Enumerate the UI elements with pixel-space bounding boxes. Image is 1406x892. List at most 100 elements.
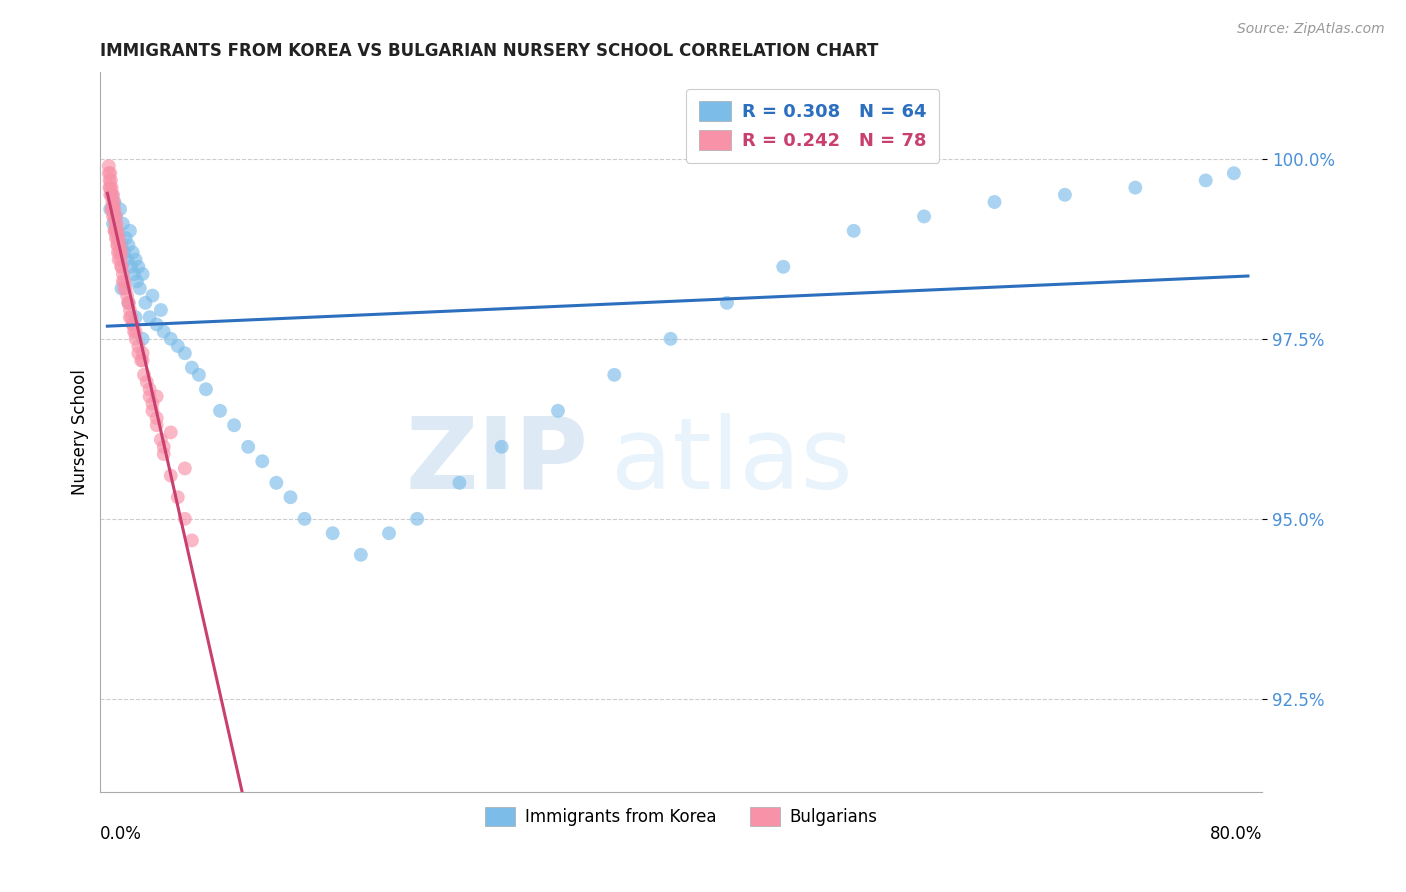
Point xyxy=(118,303,141,318)
Point xyxy=(111,274,134,288)
Point xyxy=(122,267,145,281)
Point xyxy=(105,217,128,231)
Point xyxy=(159,425,181,440)
Point xyxy=(112,245,135,260)
Text: Source: ZipAtlas.com: Source: ZipAtlas.com xyxy=(1237,22,1385,37)
Legend: Immigrants from Korea, Bulgarians: Immigrants from Korea, Bulgarians xyxy=(477,799,886,835)
Point xyxy=(112,274,135,288)
Point xyxy=(125,274,148,288)
Point xyxy=(138,389,160,403)
Point xyxy=(131,353,153,368)
Point xyxy=(117,295,139,310)
Point xyxy=(1195,173,1218,187)
Point xyxy=(266,475,288,490)
Point xyxy=(149,433,172,447)
Point xyxy=(101,202,124,217)
Point xyxy=(110,245,132,260)
Point xyxy=(103,224,125,238)
Point xyxy=(659,332,682,346)
Point xyxy=(209,404,232,418)
Point xyxy=(128,281,150,295)
Point xyxy=(104,231,127,245)
Point xyxy=(101,210,124,224)
Point xyxy=(118,224,141,238)
Point xyxy=(124,252,146,267)
Point xyxy=(132,368,155,382)
Point xyxy=(145,418,167,433)
Point xyxy=(138,310,160,325)
Point xyxy=(98,187,121,202)
Point xyxy=(112,281,135,295)
Point xyxy=(121,318,143,332)
Point xyxy=(120,310,142,325)
Point xyxy=(100,187,122,202)
Point xyxy=(547,404,569,418)
Point xyxy=(166,339,188,353)
Point xyxy=(111,217,134,231)
Point xyxy=(124,310,146,325)
Point xyxy=(101,187,124,202)
Point xyxy=(110,281,132,295)
Point xyxy=(97,166,120,180)
Point xyxy=(124,332,146,346)
Point xyxy=(101,202,124,217)
Point xyxy=(98,180,121,194)
Point xyxy=(105,224,128,238)
Point xyxy=(173,346,195,360)
Point xyxy=(603,368,626,382)
Point xyxy=(180,360,202,375)
Point xyxy=(127,346,149,360)
Point xyxy=(135,375,157,389)
Point xyxy=(114,231,136,245)
Point xyxy=(159,332,181,346)
Point xyxy=(117,295,139,310)
Point xyxy=(145,318,167,332)
Point xyxy=(108,202,131,217)
Point xyxy=(294,512,316,526)
Point xyxy=(98,202,121,217)
Point xyxy=(127,260,149,274)
Point xyxy=(103,210,125,224)
Point xyxy=(108,238,131,252)
Point xyxy=(141,396,163,410)
Point xyxy=(100,180,122,194)
Point xyxy=(1123,180,1146,194)
Point xyxy=(350,548,373,562)
Point xyxy=(449,475,471,490)
Point xyxy=(152,447,174,461)
Point xyxy=(114,281,136,295)
Point xyxy=(110,260,132,274)
Point xyxy=(101,194,124,209)
Point xyxy=(173,461,195,475)
Point xyxy=(912,210,935,224)
Point xyxy=(103,194,125,209)
Point xyxy=(173,512,195,526)
Point xyxy=(104,224,127,238)
Point xyxy=(129,353,152,368)
Point xyxy=(97,159,120,173)
Point xyxy=(145,411,167,425)
Point xyxy=(101,217,124,231)
Point xyxy=(105,238,128,252)
Point xyxy=(121,245,143,260)
Point xyxy=(103,194,125,209)
Point xyxy=(842,224,865,238)
Point xyxy=(100,187,122,202)
Text: atlas: atlas xyxy=(612,413,853,509)
Point xyxy=(115,288,138,302)
Point xyxy=(152,440,174,454)
Text: 0.0%: 0.0% xyxy=(100,825,142,843)
Point xyxy=(131,332,153,346)
Point xyxy=(98,166,121,180)
Point xyxy=(122,325,145,339)
Point xyxy=(141,404,163,418)
Point xyxy=(104,210,127,224)
Point xyxy=(127,339,149,353)
Point xyxy=(107,252,129,267)
Point xyxy=(118,310,141,325)
Point xyxy=(100,173,122,187)
Point xyxy=(107,231,129,245)
Point xyxy=(406,512,429,526)
Point xyxy=(131,346,153,360)
Point xyxy=(107,231,129,245)
